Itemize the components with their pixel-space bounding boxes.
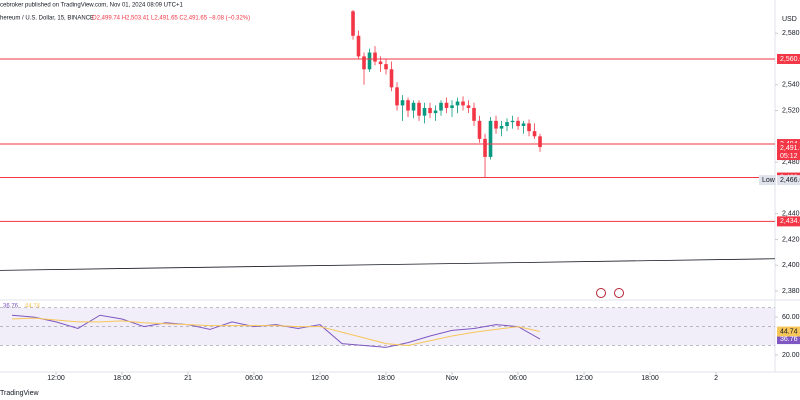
- candle-body: [461, 101, 465, 106]
- last-price-label: 2,491.65: [780, 145, 800, 152]
- candle-body: [521, 123, 526, 126]
- rsi-readout: 36.76: [3, 304, 19, 310]
- y-tick-label: 2,480.00: [782, 159, 800, 166]
- candle-body: [510, 120, 515, 123]
- x-tick-label: 2: [714, 375, 718, 382]
- rsi-tag-label: 36.76: [780, 336, 798, 343]
- low-tag: [777, 175, 800, 186]
- candle-body: [422, 107, 427, 116]
- footer: TradingView: [0, 390, 39, 397]
- x-tick-label: 06:00: [245, 375, 263, 382]
- y-tick-label: 2,580.00: [782, 30, 800, 37]
- candle-body: [527, 123, 531, 132]
- candle-body: [483, 138, 487, 157]
- y-tick-label: 2,420.00: [782, 236, 800, 243]
- candle-body: [395, 87, 399, 106]
- candle-body: [466, 105, 471, 108]
- rsi-band: [0, 307, 775, 346]
- y-tick-label: 60.00: [782, 314, 800, 321]
- x-tick-label: 18:00: [641, 375, 659, 382]
- candle-body: [450, 105, 454, 108]
- x-tick-label: 21: [184, 375, 192, 382]
- candle-body: [400, 100, 405, 106]
- candle-body: [378, 61, 383, 65]
- x-tick-label: Nov: [446, 375, 459, 382]
- rsi-tag-label: 44.74: [780, 328, 798, 335]
- level-tag: [777, 216, 800, 227]
- candle-body: [494, 120, 498, 129]
- x-tick-label: 18:00: [377, 375, 395, 382]
- publisher: cebroker published on TradingView.com, N…: [0, 3, 183, 9]
- candle-body: [356, 35, 361, 57]
- candle-body: [538, 136, 542, 148]
- x-tick-label: 12:00: [311, 375, 329, 382]
- candle-body: [499, 126, 504, 129]
- candle-body: [351, 11, 355, 36]
- last-price-tag: [777, 143, 800, 161]
- candle-body: [417, 102, 421, 116]
- low-name-tag: [759, 175, 776, 186]
- candle-body: [406, 100, 410, 111]
- rsi-readout: 44.74: [25, 304, 41, 310]
- y-tick-label: 2,400.00: [782, 262, 800, 269]
- candle-body: [367, 52, 372, 70]
- candle-body: [428, 107, 432, 114]
- ohlc: O2,499.74 H2,503.41 L2,491.65 C2,491.65 …: [92, 16, 250, 22]
- event-icon[interactable]: [614, 288, 624, 298]
- level-label: 2,560.00: [780, 56, 800, 63]
- rsi-tag: [777, 334, 800, 345]
- low-value: 2,466.00: [780, 177, 800, 184]
- level-label: 2,434.00: [780, 218, 800, 225]
- candle-body: [505, 122, 509, 126]
- rsi-line: [11, 317, 541, 346]
- candle-body: [362, 56, 366, 70]
- y-tick-label: 2,440.00: [782, 210, 800, 217]
- candle-body: [488, 120, 493, 157]
- candle-body: [439, 102, 443, 111]
- price-pane: [0, 10, 775, 271]
- candle-body: [411, 102, 416, 111]
- candle-body: [472, 107, 476, 121]
- symbol: hereum / U.S. Dollar, 15, BINANCE: [0, 16, 94, 22]
- candle-body: [373, 52, 377, 62]
- candle-body: [444, 102, 449, 108]
- x-tick-label: 12:00: [47, 375, 65, 382]
- candle-body: [384, 64, 388, 70]
- x-tick-label: 18:00: [113, 375, 131, 382]
- candle-body: [389, 69, 394, 88]
- candle-body: [455, 101, 460, 106]
- trend-line: [0, 258, 775, 271]
- low-name: Low: [762, 177, 776, 184]
- y-tick-label: 20.00: [782, 352, 800, 359]
- y-tick-label: 2,520.00: [782, 107, 800, 114]
- candle-body: [477, 120, 482, 139]
- rsi-tag: [777, 326, 800, 337]
- y-tick-label: 2,540.00: [782, 82, 800, 89]
- rsi-line: [11, 314, 541, 348]
- candle-body: [516, 120, 520, 126]
- level-tag: [777, 53, 800, 64]
- x-tick-label: 06:00: [509, 375, 527, 382]
- x-tick-label: 12:00: [575, 375, 593, 382]
- currency: USD: [782, 16, 797, 23]
- event-icon[interactable]: [596, 288, 606, 298]
- candle-body: [532, 131, 537, 137]
- y-tick-label: 2,380.00: [782, 288, 800, 295]
- countdown: 05:12: [780, 153, 798, 160]
- candle-body: [433, 110, 438, 114]
